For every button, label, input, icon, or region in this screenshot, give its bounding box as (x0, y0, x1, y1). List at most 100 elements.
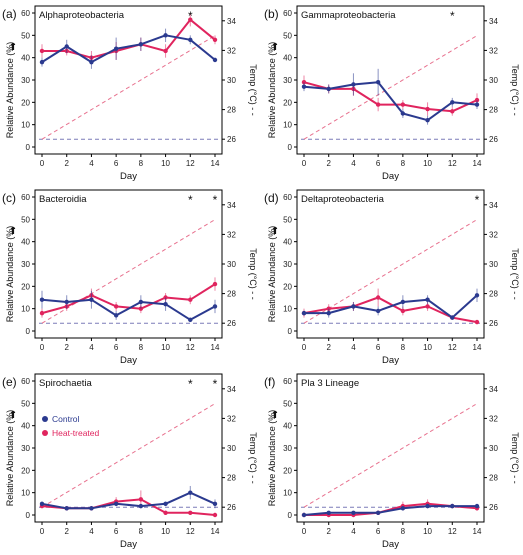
y2-tick-label: 34 (489, 385, 498, 394)
data-point (113, 313, 119, 318)
y-tick-label: 60 (283, 193, 292, 202)
data-point (375, 510, 381, 515)
y2-tick-label: 34 (227, 17, 236, 26)
up-arrow-icon: ⬆ (271, 42, 279, 53)
y2-tick-label: 32 (489, 230, 498, 239)
significance-asterisk: * (188, 193, 193, 207)
y-tick-label: 30 (21, 260, 30, 269)
panel-label: (d) (264, 191, 279, 205)
y-axis-label: Relative Abundance (%) (267, 410, 277, 507)
data-point (212, 512, 218, 518)
data-point (351, 82, 356, 87)
y2-tick-label: 28 (227, 106, 236, 115)
x-tick-label: 0 (40, 527, 45, 536)
x-tick-label: 6 (114, 343, 119, 352)
temp-ramp-line (303, 35, 478, 140)
data-point (326, 86, 331, 92)
y2-axis-label: Temp (°C) - - (510, 248, 520, 300)
x-tick-label: 8 (401, 527, 406, 536)
y-tick-label: 50 (21, 31, 30, 40)
plot-frame (296, 189, 485, 339)
series-heat-treated (301, 75, 480, 116)
y-tick-label: 10 (283, 305, 292, 314)
y-tick-label: 30 (283, 444, 292, 453)
data-point (39, 310, 45, 316)
data-point (400, 506, 406, 511)
data-point (89, 59, 94, 65)
x-tick-label: 2 (64, 159, 69, 168)
y2-tick-label: 32 (489, 414, 498, 423)
significance-asterisk: * (188, 377, 193, 391)
x-tick-label: 10 (161, 159, 170, 168)
y2-tick-label: 28 (489, 106, 498, 115)
significance-asterisk: * (450, 9, 455, 23)
y-tick-label: 20 (21, 98, 30, 107)
x-tick-label: 6 (376, 343, 381, 352)
data-point (212, 501, 218, 507)
panel-d: (d) Deltaproteobacteria010203040506026283… (264, 189, 520, 366)
y2-tick-label: 32 (227, 230, 236, 239)
x-tick-label: 12 (448, 159, 457, 168)
y2-tick-label: 34 (227, 385, 236, 394)
x-tick-label: 8 (139, 527, 144, 536)
plot-frame (34, 189, 223, 339)
y-tick-label: 30 (21, 444, 30, 453)
data-point (301, 84, 307, 89)
panel-label: (e) (2, 375, 17, 389)
y2-tick-label: 30 (489, 444, 498, 453)
x-tick-label: 14 (473, 343, 482, 352)
x-tick-label: 12 (186, 159, 195, 168)
series-line (41, 298, 216, 321)
data-point (212, 57, 218, 63)
data-point (188, 510, 193, 515)
y2-tick-label: 34 (489, 17, 498, 26)
x-tick-label: 4 (351, 159, 356, 168)
x-tick-label: 10 (161, 343, 170, 352)
data-point (450, 100, 455, 105)
data-point (163, 501, 168, 507)
y-tick-label: 60 (21, 193, 30, 202)
series-control (301, 288, 480, 320)
temp-ramp-line (41, 219, 216, 324)
data-point (138, 299, 144, 305)
data-point (188, 17, 193, 22)
y-tick-label: 0 (288, 143, 293, 152)
x-tick-label: 6 (114, 527, 119, 536)
y2-tick-label: 26 (227, 503, 236, 512)
y-axis-label: Relative Abundance (%) (5, 226, 15, 323)
y-tick-label: 60 (283, 377, 292, 386)
up-arrow-icon: ⬆ (271, 410, 279, 421)
x-tick-label: 8 (139, 343, 144, 352)
data-point (351, 304, 356, 309)
panel-title: Deltaproteobacteria (301, 194, 385, 205)
x-tick-label: 14 (211, 343, 220, 352)
series-line (41, 283, 216, 315)
series-control (39, 290, 218, 323)
y2-tick-label: 30 (489, 76, 498, 85)
y-tick-label: 40 (283, 238, 292, 247)
data-point (188, 37, 193, 42)
y2-tick-label: 28 (489, 474, 498, 483)
y2-tick-label: 32 (489, 46, 498, 55)
x-tick-label: 8 (401, 343, 406, 352)
data-point (138, 497, 144, 502)
x-tick-label: 2 (64, 527, 69, 536)
data-point (39, 297, 45, 302)
data-point (39, 501, 45, 507)
data-point (326, 510, 331, 515)
data-point (163, 302, 168, 307)
y-axis-label: Relative Abundance (%) (5, 410, 15, 507)
y2-tick-label: 32 (227, 46, 236, 55)
temp-ramp-line (41, 35, 216, 140)
data-point (425, 503, 430, 509)
y-tick-label: 30 (283, 76, 292, 85)
y-axis-label: Relative Abundance (%) (267, 226, 277, 323)
temp-ramp-line (303, 403, 478, 508)
series-control (39, 485, 218, 511)
x-tick-label: 14 (211, 527, 220, 536)
series-line (304, 294, 478, 319)
y-tick-label: 40 (21, 422, 30, 431)
data-point (375, 308, 381, 314)
series-line (41, 491, 216, 510)
